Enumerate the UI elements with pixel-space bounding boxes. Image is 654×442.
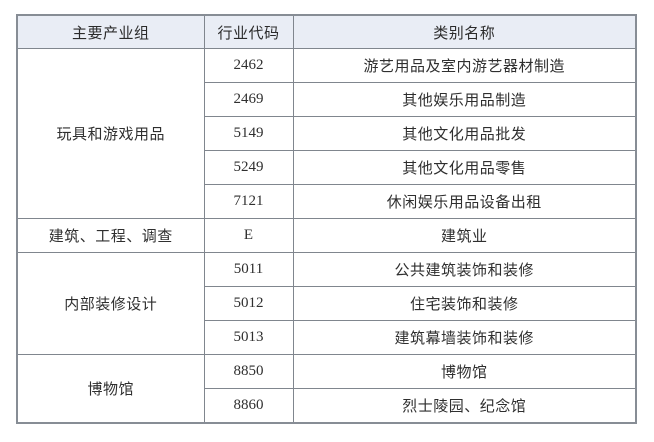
table-row: 内部装修设计 5011 公共建筑装饰和装修 bbox=[16, 252, 637, 355]
code-cell: 5249 bbox=[203, 150, 294, 185]
code-cell: 5013 bbox=[203, 320, 294, 355]
code-cell: E bbox=[203, 218, 294, 253]
header-category-name: 类别名称 bbox=[292, 14, 637, 49]
header-main-industry-group: 主要产业组 bbox=[16, 14, 205, 49]
category-cell: 住宅装饰和装修 bbox=[292, 286, 637, 321]
category-cell: 其他文化用品零售 bbox=[292, 150, 637, 185]
code-cell: 8850 bbox=[203, 354, 294, 389]
table-row: 博物馆 8850 博物馆 bbox=[16, 354, 637, 424]
category-cell: 休闲娱乐用品设备出租 bbox=[292, 184, 637, 219]
table-row: 7121 休闲娱乐用品设备出租 bbox=[17, 184, 637, 219]
group-cell: 玩具和游戏用品 bbox=[16, 48, 205, 219]
industry-classification-table: 主要产业组 行业代码 类别名称 玩具和游戏用品 2462 游艺用品及室内游艺器材… bbox=[16, 14, 637, 424]
category-cell: 博物馆 bbox=[292, 354, 637, 389]
code-cell: 5012 bbox=[203, 286, 294, 321]
group-cell: 博物馆 bbox=[16, 354, 205, 424]
table-row: 2469 其他娱乐用品制造 bbox=[17, 82, 637, 117]
category-cell: 建筑业 bbox=[292, 218, 637, 253]
table-row: 5013 建筑幕墙装饰和装修 bbox=[17, 320, 637, 355]
table-row: 8860 烈士陵园、纪念馆 bbox=[17, 388, 637, 424]
category-cell: 公共建筑装饰和装修 bbox=[292, 252, 637, 287]
code-cell: 5011 bbox=[203, 252, 294, 287]
table-row: 建筑、工程、调查 E 建筑业 bbox=[16, 218, 637, 253]
group-cell: 建筑、工程、调查 bbox=[16, 218, 205, 253]
table-row: 玩具和游戏用品 2462 游艺用品及室内游艺器材制造 bbox=[16, 48, 637, 219]
code-cell: 7121 bbox=[203, 184, 294, 219]
category-cell: 其他文化用品批发 bbox=[292, 116, 637, 151]
header-industry-code: 行业代码 bbox=[203, 14, 294, 49]
table-row: 5249 其他文化用品零售 bbox=[17, 150, 637, 185]
category-cell: 建筑幕墙装饰和装修 bbox=[292, 320, 637, 355]
code-cell: 5149 bbox=[203, 116, 294, 151]
category-cell: 烈士陵园、纪念馆 bbox=[292, 388, 637, 424]
category-cell: 游艺用品及室内游艺器材制造 bbox=[292, 48, 637, 83]
code-cell: 2462 bbox=[203, 48, 294, 83]
table-row: 5012 住宅装饰和装修 bbox=[17, 286, 637, 321]
code-cell: 2469 bbox=[203, 82, 294, 117]
table-row: 5149 其他文化用品批发 bbox=[17, 116, 637, 151]
code-cell: 8860 bbox=[203, 388, 294, 424]
header-row: 主要产业组 行业代码 类别名称 bbox=[16, 14, 637, 49]
category-cell: 其他娱乐用品制造 bbox=[292, 82, 637, 117]
group-cell: 内部装修设计 bbox=[16, 252, 205, 355]
